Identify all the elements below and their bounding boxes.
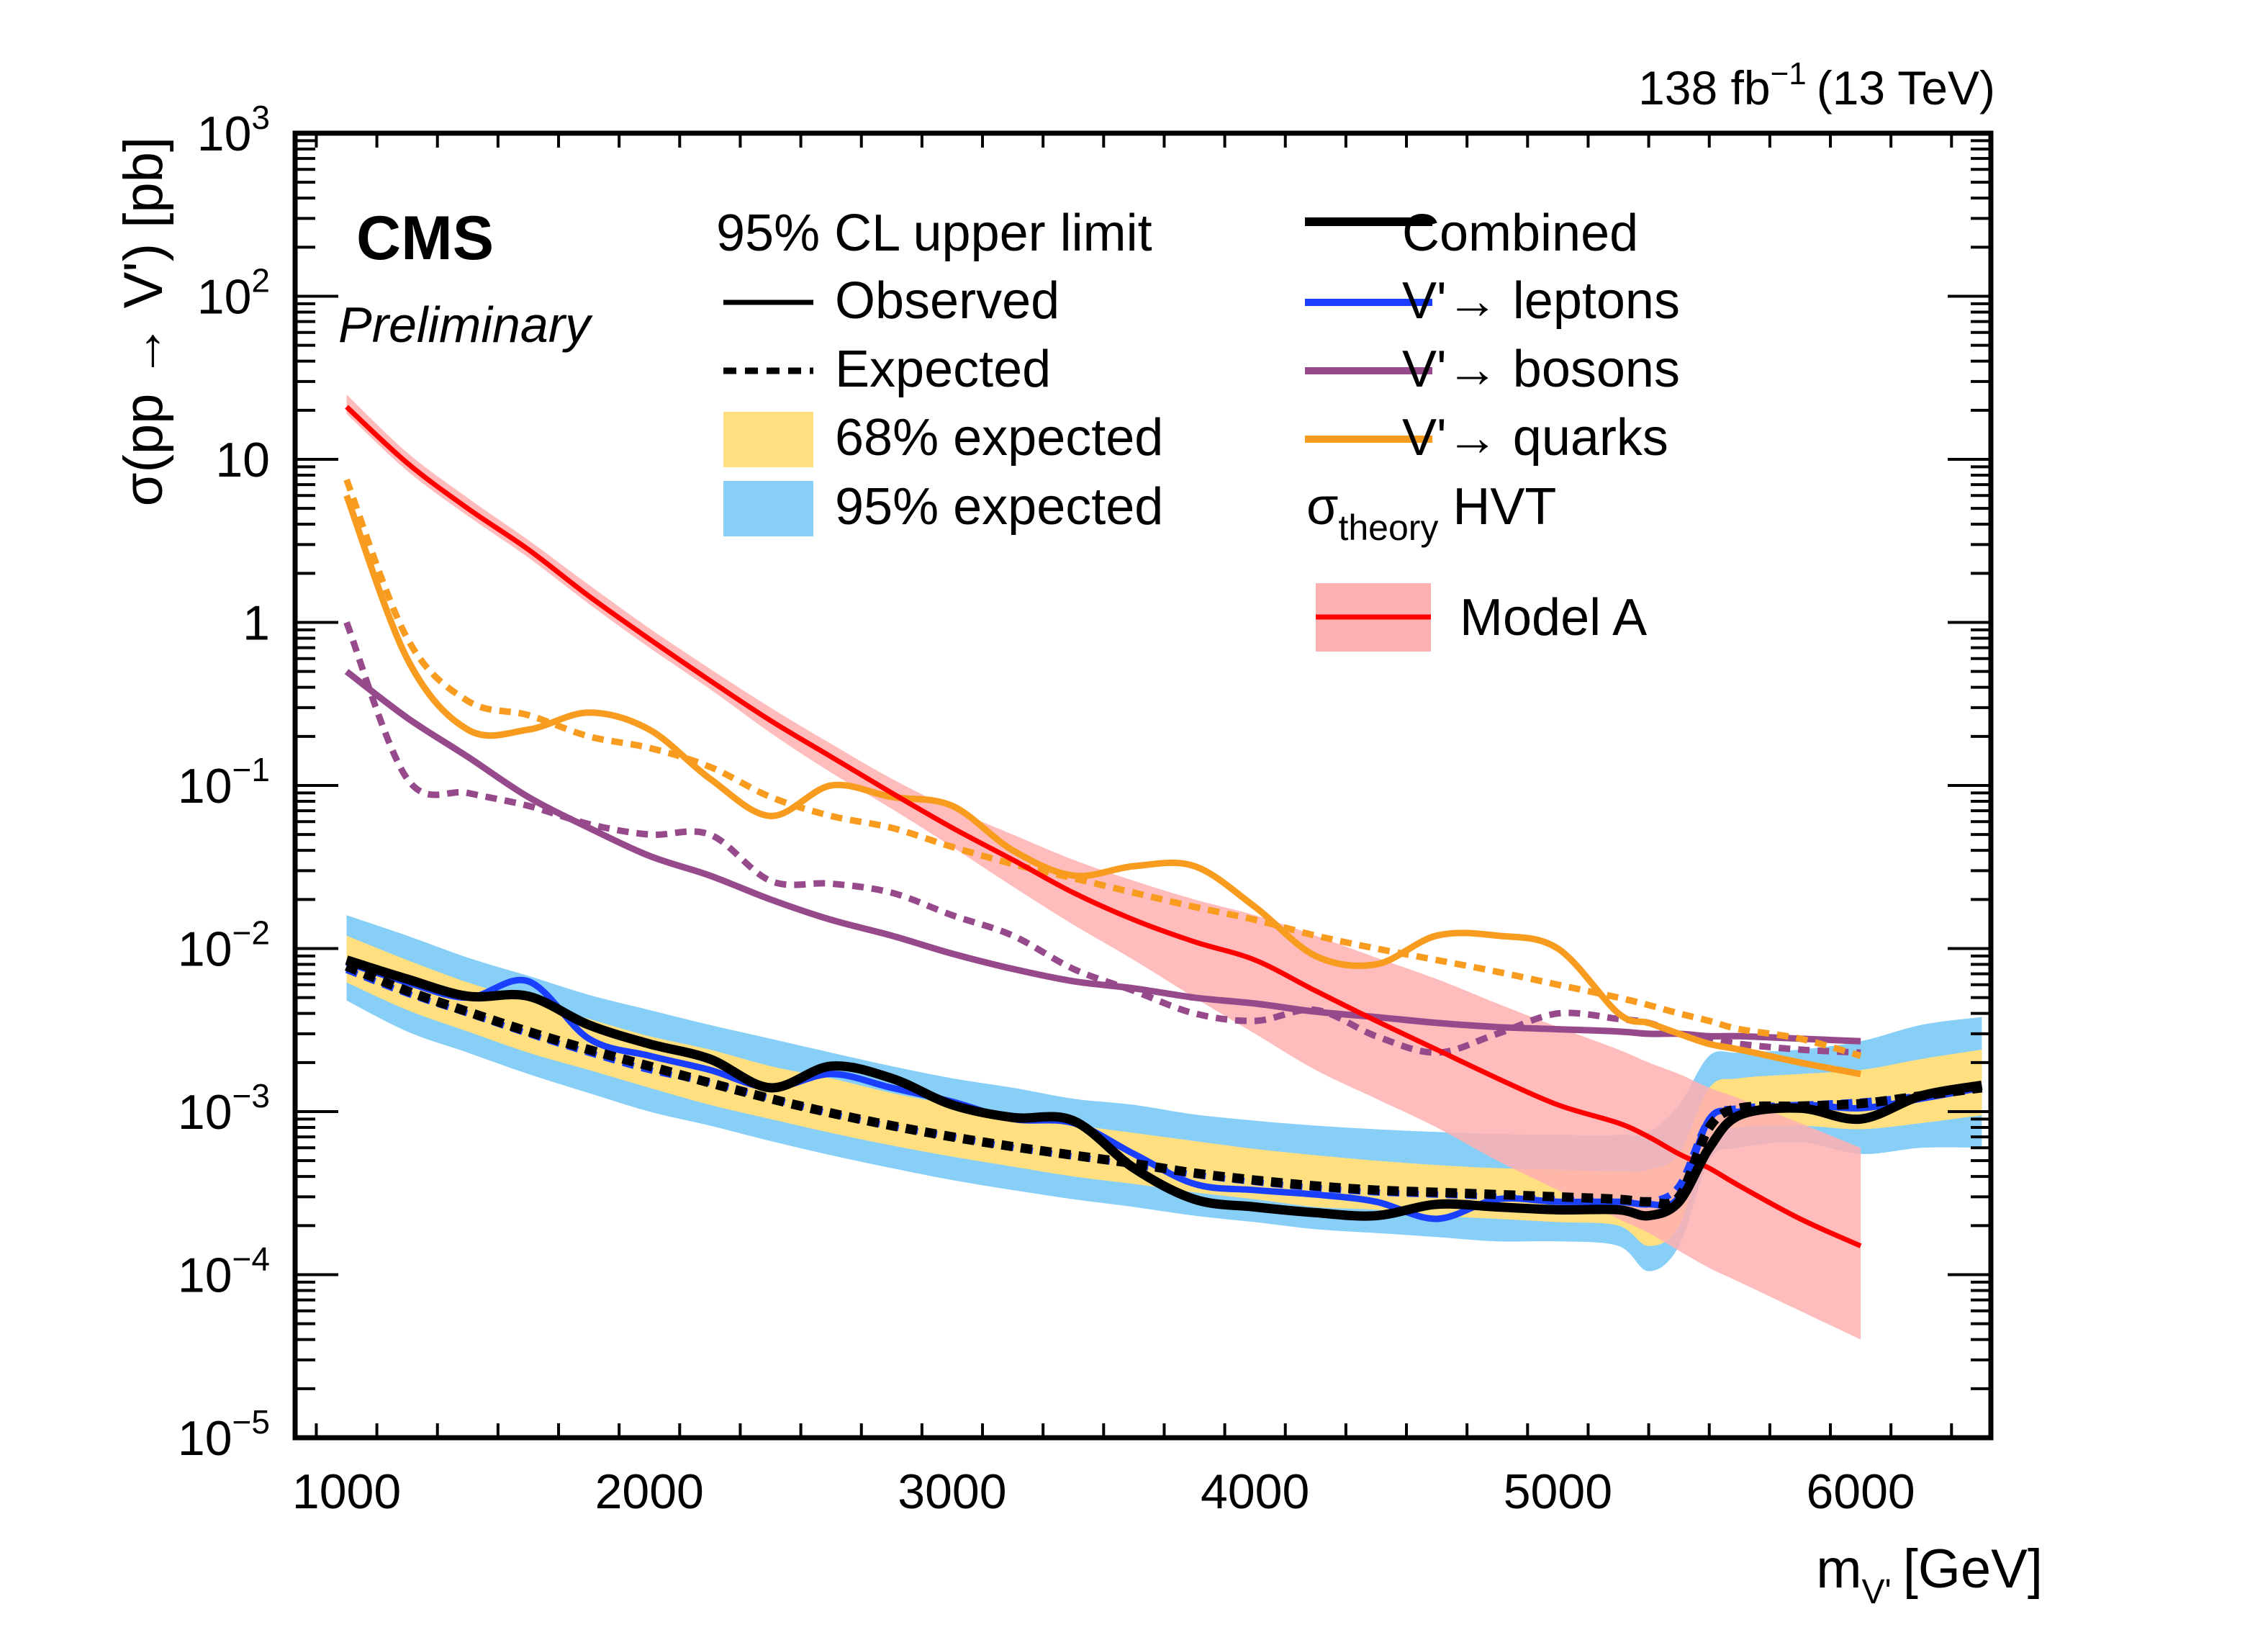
legend-bosons-label: V'→ bosons	[1402, 341, 1680, 398]
series-combined-expected	[345, 961, 1983, 1209]
y-tick-label: 10−3	[178, 1077, 270, 1140]
x-tick-label: 6000	[1806, 1464, 1915, 1519]
status-label: Preliminary	[338, 297, 593, 353]
x-title-sub: V'	[1862, 1573, 1892, 1611]
x-tick-label: 1000	[292, 1464, 401, 1519]
y-tick-label: 102	[197, 262, 270, 325]
x-tick-label: 5000	[1504, 1464, 1612, 1519]
bands-layer	[346, 394, 1982, 1340]
series-quarks-observed	[343, 494, 1861, 1078]
theory-sub: theory	[1338, 508, 1438, 548]
y-tick-label: 10−5	[178, 1403, 270, 1466]
legend-theory-label: Model A	[1460, 589, 1647, 647]
x-axis-title: mV' [GeV]	[1816, 1539, 2043, 1611]
x-title-main: m	[1816, 1539, 1861, 1600]
lumi-energy: (13 TeV)	[1817, 61, 1995, 114]
legend-theory-header: σtheory HVT	[1306, 478, 1556, 548]
lumi-main: 138 fb	[1638, 61, 1771, 114]
theory-sigma: σ	[1306, 478, 1338, 536]
legend-quarks-label: V'→ quarks	[1402, 409, 1668, 467]
experiment-label: CMS	[356, 204, 494, 273]
x-tick-label: 3000	[898, 1464, 1006, 1519]
y-tick-label: 10	[215, 433, 270, 487]
x-tick-label: 2000	[595, 1464, 704, 1519]
legend-band68-swatch	[723, 412, 813, 467]
y-tick-label: 103	[197, 99, 270, 161]
y-tick-label: 10−1	[178, 751, 270, 814]
legend-band68-label: 68% expected	[835, 409, 1163, 467]
legend-band95-label: 95% expected	[835, 478, 1163, 536]
y-tick-label: 10−2	[178, 914, 270, 977]
legend-band95-swatch	[723, 481, 813, 536]
legend-leptons-label: V'→ leptons	[1402, 272, 1680, 330]
theory-rest: HVT	[1438, 478, 1556, 536]
x-tick-label: 4000	[1201, 1464, 1309, 1519]
series-leptons-observed	[345, 959, 1983, 1222]
lines-layer	[343, 405, 1983, 1248]
legend-combined-label: Combined	[1402, 204, 1638, 262]
band-theory-band	[346, 394, 1861, 1340]
legend-observed-label: Observed	[835, 272, 1060, 330]
series-bosons-observed	[344, 669, 1861, 1045]
series-combined-observed	[345, 955, 1983, 1221]
y-tick-label: 10−4	[178, 1240, 270, 1303]
legend-header: 95% CL upper limit	[716, 204, 1152, 262]
x-title-unit: [GeV]	[1903, 1539, 2043, 1600]
legend-expected-label: Expected	[835, 341, 1051, 398]
legend: 95% CL upper limit Observed Expected 68%…	[716, 204, 1680, 652]
series-hvt-model-a	[345, 405, 1862, 1248]
y-tick-label: 1	[243, 596, 270, 651]
ticks-layer	[295, 132, 1991, 1439]
luminosity-label: 138 fb−1 (13 TeV)	[1638, 56, 1995, 114]
y-axis-title: σ(pp → V') [pb]	[113, 137, 174, 506]
lumi-sup: −1	[1771, 56, 1807, 91]
tick-labels: 1000 2000 3000 4000 5000 600010310210110−110−…	[178, 99, 1915, 1519]
series-quarks-expected	[343, 478, 1862, 1059]
